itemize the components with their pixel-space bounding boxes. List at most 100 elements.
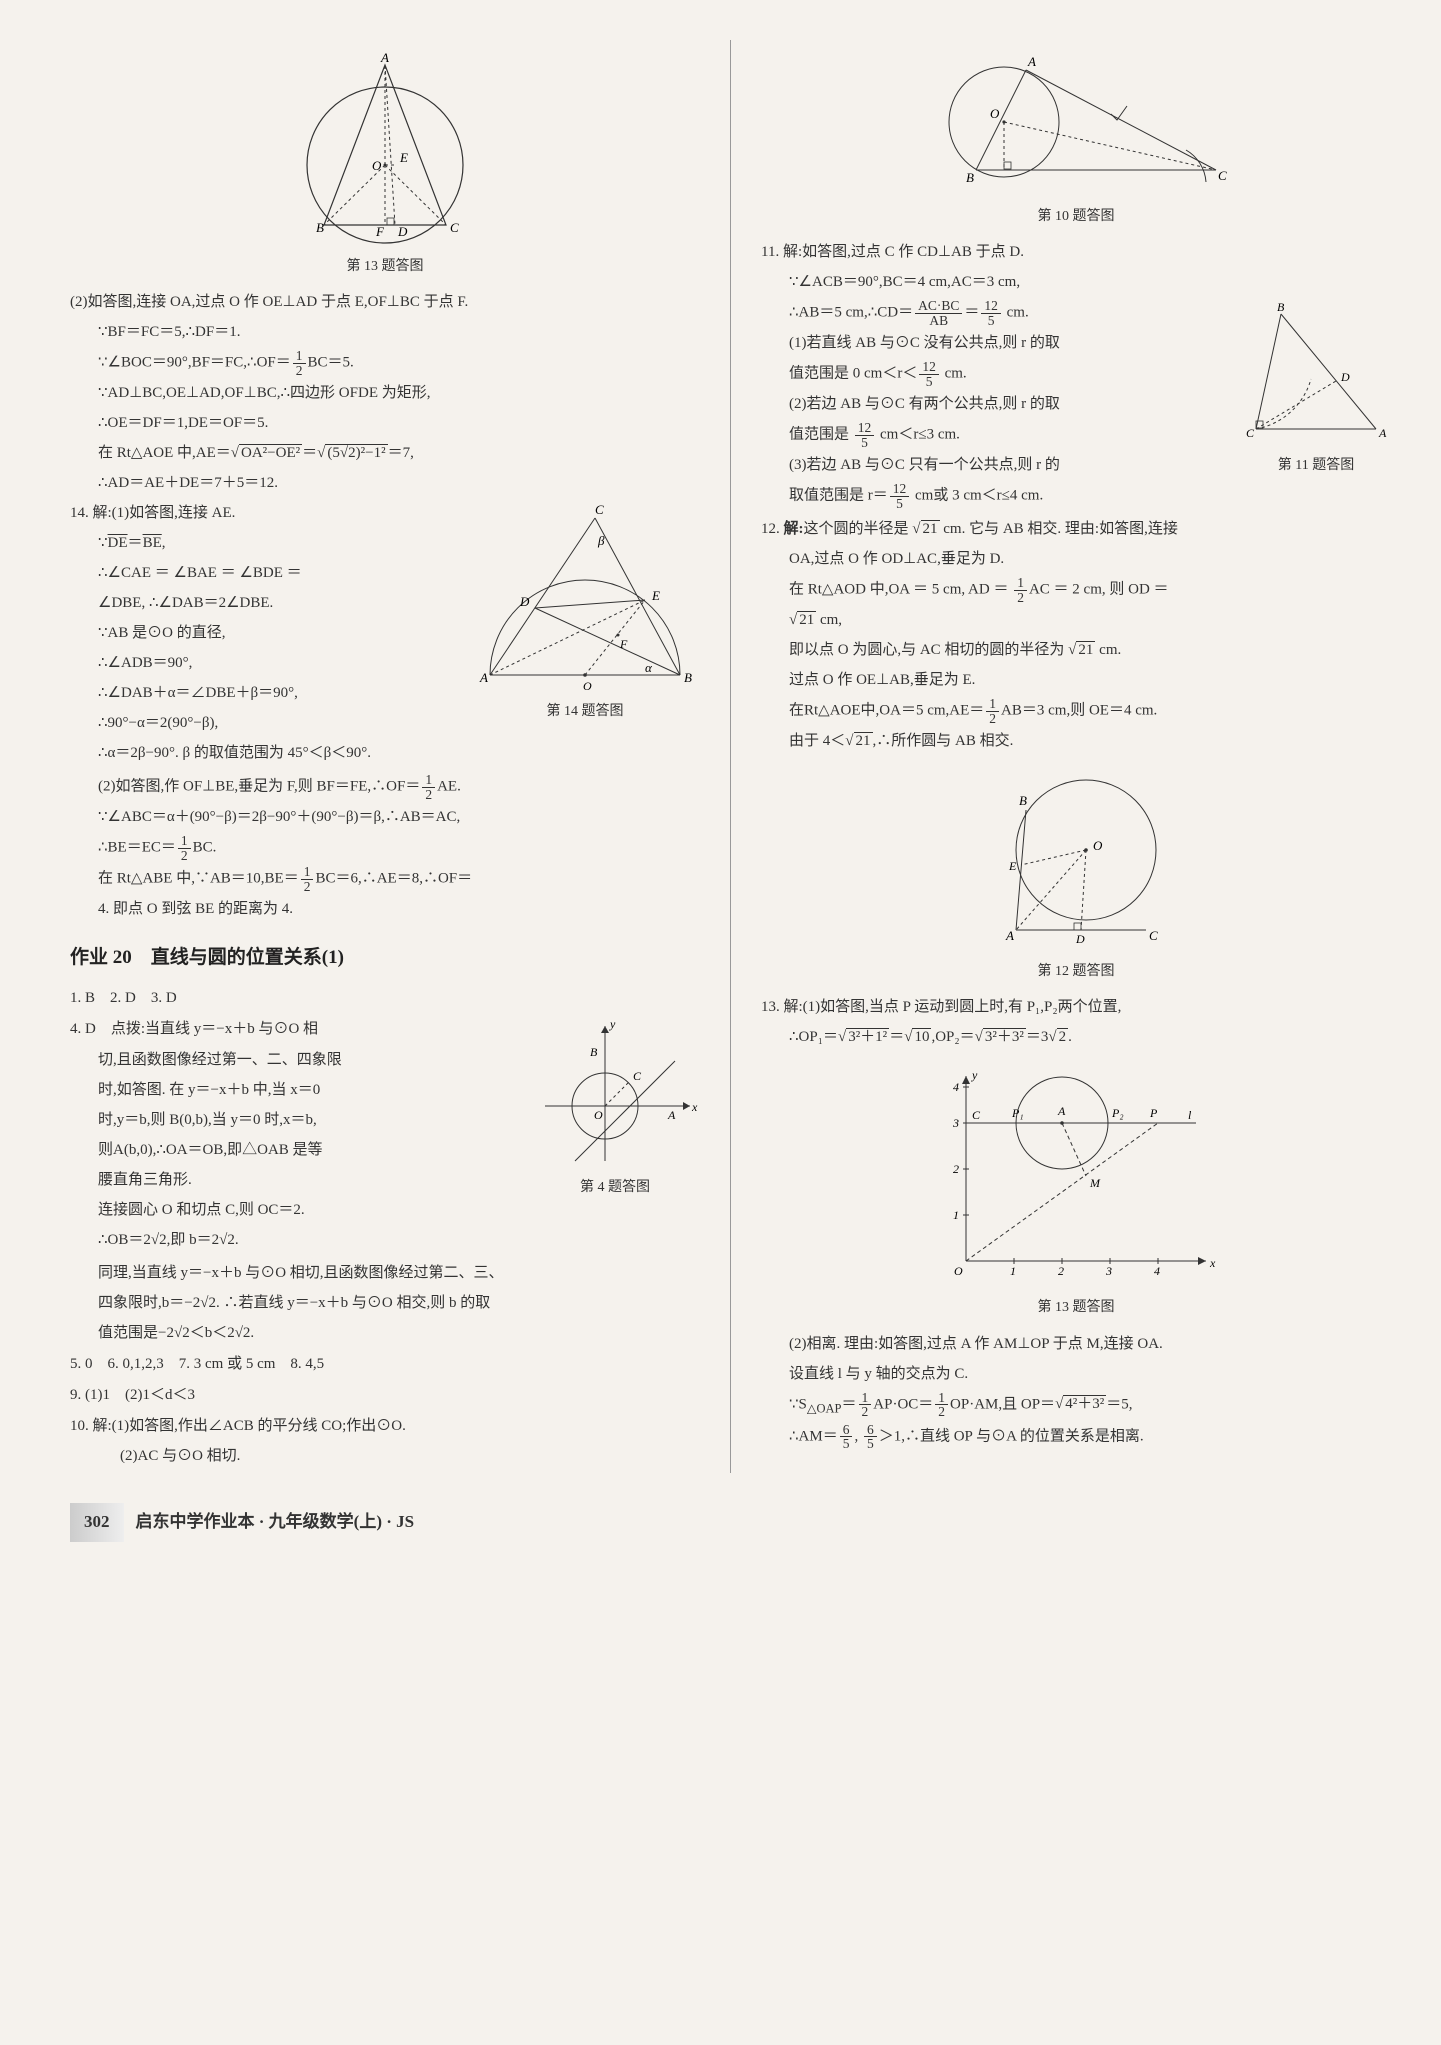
left-column: A B C F D O E 第 13 题答图 (2)如答图,连接 OA,过点 O… xyxy=(70,40,700,1473)
svg-text:O: O xyxy=(990,106,1000,121)
answers-1-3: 1. B 2. D 3. D xyxy=(70,985,700,1012)
q10-l1: 10. 解:(1)如答图,作出∠ACB 的平分线 CO;作出⊙O. xyxy=(70,1413,700,1440)
answers-5-8: 5. 0 6. 0,1,2,3 7. 3 cm 或 5 cm 8. 4,5 xyxy=(70,1351,700,1378)
text-line: ∵S△OAP＝12AP·OC＝12OP·AM,且 OP＝4²＋3²＝5, xyxy=(761,1391,1391,1420)
text-line: 21 cm, xyxy=(761,607,1391,634)
page-footer: 302 启东中学作业本 · 九年级数学(上) · JS xyxy=(70,1503,1391,1542)
svg-text:P₁: P₁ xyxy=(1011,1106,1024,1120)
svg-text:3: 3 xyxy=(1105,1264,1112,1278)
svg-text:E: E xyxy=(1008,859,1017,873)
p14-l8: ∴α＝2β−90°. β 的取值范围为 45°＜β＜90°. xyxy=(70,740,700,767)
fig11-caption: 第 11 题答图 xyxy=(1241,453,1391,478)
page-number: 302 xyxy=(70,1503,124,1542)
svg-text:A: A xyxy=(1005,928,1014,943)
section-title: 作业 20 直线与圆的位置关系(1) xyxy=(70,941,700,975)
q13-intro: 13. 解:(1)如答图,当点 P 运动到圆上时,有 P₁,P₂两个位置, xyxy=(761,994,1391,1021)
svg-text:B: B xyxy=(966,170,974,185)
svg-text:1: 1 xyxy=(953,1208,959,1222)
figure-13r: 1 2 3 4 1 2 3 4 O x xyxy=(761,1061,1391,1320)
svg-text:A: A xyxy=(479,670,488,685)
svg-text:y: y xyxy=(609,1017,616,1031)
svg-text:2: 2 xyxy=(953,1162,959,1176)
svg-text:A: A xyxy=(1378,426,1387,440)
fig13r-caption: 第 13 题答图 xyxy=(761,1295,1391,1320)
svg-text:M: M xyxy=(1089,1176,1101,1190)
p13-2-l6: ∴AD＝AE＋DE＝7＋5＝12. xyxy=(70,470,700,497)
right-column: A B C O 第 10 题答图 11. 解:如答图,过点 C 作 CD⊥AB … xyxy=(761,40,1391,1473)
text-line: 在 Rt△AOD 中,OA ＝ 5 cm, AD ＝ 12AC ＝ 2 cm, … xyxy=(761,576,1391,604)
p13-2-l4: ∴OE＝DF＝1,DE＝OF＝5. xyxy=(70,410,700,437)
svg-text:C: C xyxy=(1218,168,1227,183)
p13-2-intro: (2)如答图,连接 OA,过点 O 作 OE⊥AD 于点 E,OF⊥BC 于点 … xyxy=(70,289,700,316)
svg-text:D: D xyxy=(1340,370,1350,384)
text-line: 由于 4＜21,∴所作圆与 AB 相交. xyxy=(761,728,1391,755)
svg-text:B: B xyxy=(590,1045,598,1059)
svg-text:D: D xyxy=(1075,932,1085,946)
fig12-caption: 第 12 题答图 xyxy=(761,959,1391,984)
figure-13: A B C F D O E 第 13 题答图 xyxy=(70,50,700,279)
svg-text:3: 3 xyxy=(952,1116,959,1130)
svg-text:A: A xyxy=(1027,54,1036,69)
svg-text:2: 2 xyxy=(1058,1264,1064,1278)
fig10-caption: 第 10 题答图 xyxy=(761,204,1391,229)
p14-2-l2: ∵∠ABC＝α＋(90°−β)＝2β−90°＋(90°−β)＝β,∴AB＝AC, xyxy=(70,804,700,831)
figure-11: A B C D 第 11 题答图 xyxy=(1241,299,1391,478)
svg-text:D: D xyxy=(519,594,530,609)
text-line: 在Rt△AOE中,OA＝5 cm,AE＝12AB＝3 cm,则 OE＝4 cm. xyxy=(761,697,1391,725)
text-line: ∴OP₁＝3²＋1²＝10,OP₂＝3²＋3²＝32. xyxy=(761,1024,1391,1051)
svg-text:O: O xyxy=(1093,838,1103,853)
answer-9: 9. (1)1 (2)1＜d＜3 xyxy=(70,1382,700,1409)
svg-text:β: β xyxy=(597,533,605,548)
q11-intro: 11. 解:如答图,过点 C 作 CD⊥AB 于点 D. xyxy=(761,239,1391,266)
svg-text:O: O xyxy=(583,679,592,693)
q11-l1: ∵∠ACB＝90°,BC＝4 cm,AC＝3 cm, xyxy=(761,269,1391,296)
svg-text:l: l xyxy=(1188,1108,1192,1122)
figure-12: A B C D E O 第 12 题答图 xyxy=(761,765,1391,984)
svg-text:A: A xyxy=(380,50,389,65)
svg-text:B: B xyxy=(684,670,692,685)
p14-2-l5: 4. 即点 O 到弦 BE 的距离为 4. xyxy=(70,896,700,923)
svg-text:C: C xyxy=(595,502,604,517)
svg-text:y: y xyxy=(971,1068,978,1082)
svg-text:O: O xyxy=(954,1264,963,1278)
text-line: ∴AM＝65, 65＞1,∴直线 OP 与⊙A 的位置关系是相离. xyxy=(761,1423,1391,1451)
p13-2-l1: ∵BF＝FC＝5,∴DF＝1. xyxy=(70,319,700,346)
svg-text:4: 4 xyxy=(1154,1264,1160,1278)
svg-text:O: O xyxy=(372,158,382,173)
text-line: 在 Rt△ABE 中,∵AB＝10,BE＝12BC＝6,∴AE＝8,∴OF＝ xyxy=(70,865,700,893)
q13-2-l2: 设直线 l 与 y 轴的交点为 C. xyxy=(761,1361,1391,1388)
svg-text:D: D xyxy=(397,224,408,239)
svg-text:O: O xyxy=(594,1108,603,1122)
svg-text:P₂: P₂ xyxy=(1111,1106,1124,1120)
svg-text:α: α xyxy=(645,660,653,675)
q13-2-l1: (2)相离. 理由:如答图,过点 A 作 AM⊥OP 于点 M,连接 OA. xyxy=(761,1331,1391,1358)
page-container: A B C F D O E 第 13 题答图 (2)如答图,连接 OA,过点 O… xyxy=(70,40,1391,1473)
svg-text:x: x xyxy=(1209,1256,1216,1270)
svg-text:C: C xyxy=(1149,928,1158,943)
svg-text:C: C xyxy=(633,1069,642,1083)
text-line: 12. 解:这个圆的半径是 21 cm. 它与 AB 相交. 理由:如答图,连接 xyxy=(761,516,1391,543)
p13-2-l3: ∵AD⊥BC,OE⊥AD,OF⊥BC,∴四边形 OFDE 为矩形, xyxy=(70,380,700,407)
text-line: 在 Rt△AOE 中,AE＝OA²−OE²＝(5√2)²−1²＝7, xyxy=(70,440,700,467)
figure-4: x y O A B C 第 4 题答图 xyxy=(530,1016,700,1200)
svg-text:P: P xyxy=(1149,1106,1158,1120)
text-line: ∴BE＝EC＝12BC. xyxy=(70,834,700,862)
fig14-caption: 第 14 题答图 xyxy=(470,699,700,724)
svg-text:F: F xyxy=(619,637,628,651)
svg-text:E: E xyxy=(651,588,660,603)
q12-l1: OA,过点 O 作 OD⊥AC,垂足为 D. xyxy=(761,546,1391,573)
q4-l10: 值范围是−2√2＜b＜2√2. xyxy=(70,1320,700,1347)
figure-14: A B C D E F O α β 第 14 题答图 xyxy=(470,500,700,724)
text-line: 即以点 O 为圆心,与 AC 相切的圆的半径为 21 cm. xyxy=(761,637,1391,664)
q12-l5: 过点 O 作 OE⊥AB,垂足为 E. xyxy=(761,667,1391,694)
q10-l2: (2)AC 与⊙O 相切. xyxy=(70,1443,700,1470)
svg-text:F: F xyxy=(375,224,385,239)
fig4-caption: 第 4 题答图 xyxy=(530,1175,700,1200)
svg-text:C: C xyxy=(1246,426,1255,440)
column-divider xyxy=(730,40,731,1473)
svg-text:C: C xyxy=(972,1108,981,1122)
svg-text:E: E xyxy=(399,150,408,165)
svg-text:B: B xyxy=(1277,300,1285,314)
text-line: 取值范围是 r＝125 cm或 3 cm＜r≤4 cm. xyxy=(761,482,1391,510)
svg-text:C: C xyxy=(450,220,459,235)
